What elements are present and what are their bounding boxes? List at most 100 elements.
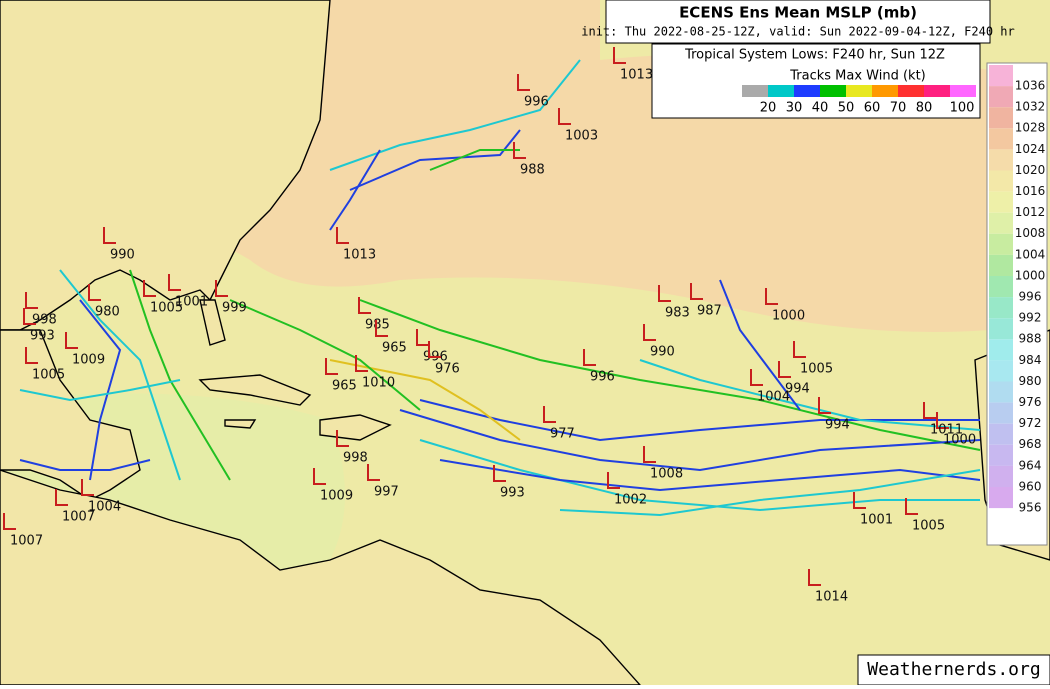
low-pressure-label: 1002 (614, 493, 647, 508)
colorbar-swatch (989, 128, 1013, 150)
low-symbol (643, 446, 656, 463)
low-symbol (765, 288, 778, 305)
colorbar-label: 1012 (1015, 205, 1046, 219)
title: ECENS Ens Mean MSLP (mb) (679, 4, 917, 22)
low-pressure-label: 987 (697, 304, 722, 319)
low-pressure-label: 1001 (175, 295, 208, 310)
low-pressure-label: 996 (524, 95, 549, 110)
colorbar-swatch (989, 381, 1013, 403)
colorbar-swatch (989, 444, 1013, 466)
colorbar-swatch (989, 65, 1013, 87)
legend-box (651, 43, 981, 119)
colorbar-swatch (989, 339, 1013, 361)
wind-label: 20 (760, 101, 777, 116)
subtitle: init: Thu 2022-08-25-12Z, valid: Sun 202… (581, 25, 1014, 39)
low-symbol (690, 283, 703, 300)
low-pressure-label: 993 (30, 329, 55, 344)
low-pressure-label: 1003 (565, 129, 598, 144)
colorbar-swatch (989, 149, 1013, 171)
low-pressure-label: 993 (500, 486, 525, 501)
low-symbol (355, 355, 368, 372)
low-pressure-label: 1000 (943, 433, 976, 448)
colorbar-swatch (989, 423, 1013, 445)
low-symbol (778, 361, 791, 378)
low-pressure-label: 1009 (320, 489, 353, 504)
wind-swatch (950, 85, 976, 97)
wind-swatch (820, 85, 846, 97)
low-symbol (88, 284, 101, 301)
colorbar-swatch (989, 86, 1013, 108)
low-symbol (367, 464, 380, 481)
low-symbol (81, 479, 94, 496)
low-symbol (336, 430, 349, 447)
title-box (605, 0, 991, 44)
low-pressure-label: 994 (785, 382, 810, 397)
colorbar-label: 1000 (1015, 268, 1046, 282)
low-symbol (3, 513, 16, 530)
low-symbol (313, 468, 326, 485)
colorbar-swatch (989, 212, 1013, 234)
colorbar-label: 976 (1019, 395, 1042, 409)
wind-legend-title: Tracks Max Wind (kt) (789, 69, 926, 84)
low-pressure-label: 1005 (150, 301, 183, 316)
low-pressure-label: 1001 (860, 513, 893, 528)
low-pressure-label: 1009 (72, 353, 105, 368)
low-pressure-label: 1007 (62, 510, 95, 525)
wind-label: 40 (812, 101, 829, 116)
low-symbol (336, 227, 349, 244)
colorbar-swatch (989, 318, 1013, 340)
low-symbol (905, 498, 918, 515)
colorbar: 1036 1032 1028 1024 1020 1016 1012 1008 1004 1000… (989, 65, 1045, 515)
low-symbol (215, 280, 228, 297)
low-symbol (325, 358, 338, 375)
low-pressure-label: 1013 (620, 68, 653, 83)
wind-swatch (768, 85, 794, 97)
low-symbol (55, 489, 68, 506)
low-pressure-label: 990 (110, 248, 135, 263)
low-pressure-label: 994 (825, 418, 850, 433)
wind-swatch (898, 85, 924, 97)
low-symbol (168, 274, 181, 291)
low-pressure-label: 1004 (757, 390, 790, 405)
low-pressure-label: 988 (520, 163, 545, 178)
low-symbol (583, 349, 596, 366)
low-symbol (517, 74, 530, 91)
low-pressure-label: 965 (332, 379, 357, 394)
low-pressure-label: 1005 (800, 362, 833, 377)
low-symbol (25, 292, 38, 309)
low-symbol (25, 347, 38, 364)
colorbar-label: 996 (1019, 290, 1042, 304)
low-symbol (750, 369, 763, 386)
low-pressure-label: 977 (550, 427, 575, 442)
colorbar-swatch (989, 233, 1013, 255)
low-symbol (613, 47, 626, 64)
low-symbol (416, 329, 429, 346)
low-pressure-label: 1010 (362, 376, 395, 391)
colorbar-label: 1024 (1015, 142, 1046, 156)
wind-label: 70 (890, 101, 907, 116)
low-pressure-label: 976 (435, 362, 460, 377)
low-symbol (428, 341, 441, 358)
low-pressure-label: 998 (343, 451, 368, 466)
low-symbol (103, 227, 116, 244)
wind-swatch (794, 85, 820, 97)
colorbar-label: 984 (1019, 353, 1042, 367)
colorbar-label: 1036 (1015, 79, 1046, 93)
low-pressure-label: 1005 (32, 368, 65, 383)
colorbar-swatch (989, 487, 1013, 509)
low-pressure-label: 1013 (343, 248, 376, 263)
low-pressure-label: 983 (665, 306, 690, 321)
low-pressure-label: 1008 (650, 467, 683, 482)
colorbar-label: 1016 (1015, 184, 1046, 198)
storm-tracks (19, 59, 981, 517)
colorbar-label: 1008 (1015, 226, 1046, 240)
wind-label: 50 (838, 101, 855, 116)
wind-label: 80 (916, 101, 933, 116)
low-symbol (658, 285, 671, 302)
colorbar-label: 964 (1019, 458, 1042, 472)
wind-label: 30 (786, 101, 803, 116)
low-pressure-label: 985 (365, 318, 390, 333)
colorbar-label: 992 (1019, 311, 1042, 325)
low-symbol (808, 569, 821, 586)
